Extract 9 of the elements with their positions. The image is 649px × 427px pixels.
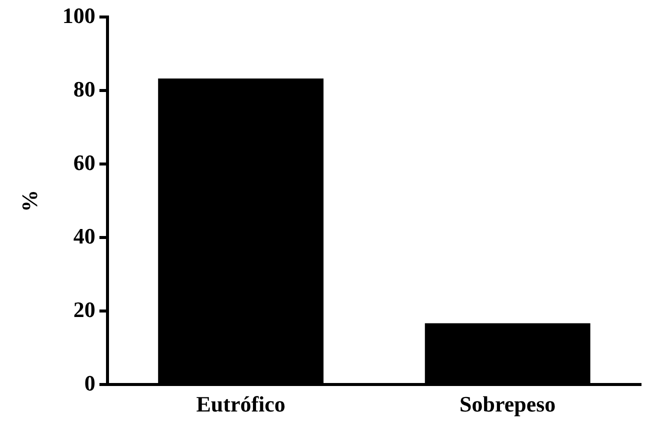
y-tick-label: 100 <box>62 2 96 28</box>
y-tick-label: 40 <box>73 223 96 248</box>
x-tick-label: Sobrepeso <box>460 391 556 416</box>
y-axis-title: % <box>16 190 42 212</box>
y-tick-label: 60 <box>73 150 96 175</box>
x-tick-label: Eutrófico <box>196 391 286 416</box>
y-tick-label: 80 <box>73 76 96 102</box>
y-tick-label: 20 <box>73 296 96 322</box>
y-tick-label: 0 <box>84 370 96 396</box>
